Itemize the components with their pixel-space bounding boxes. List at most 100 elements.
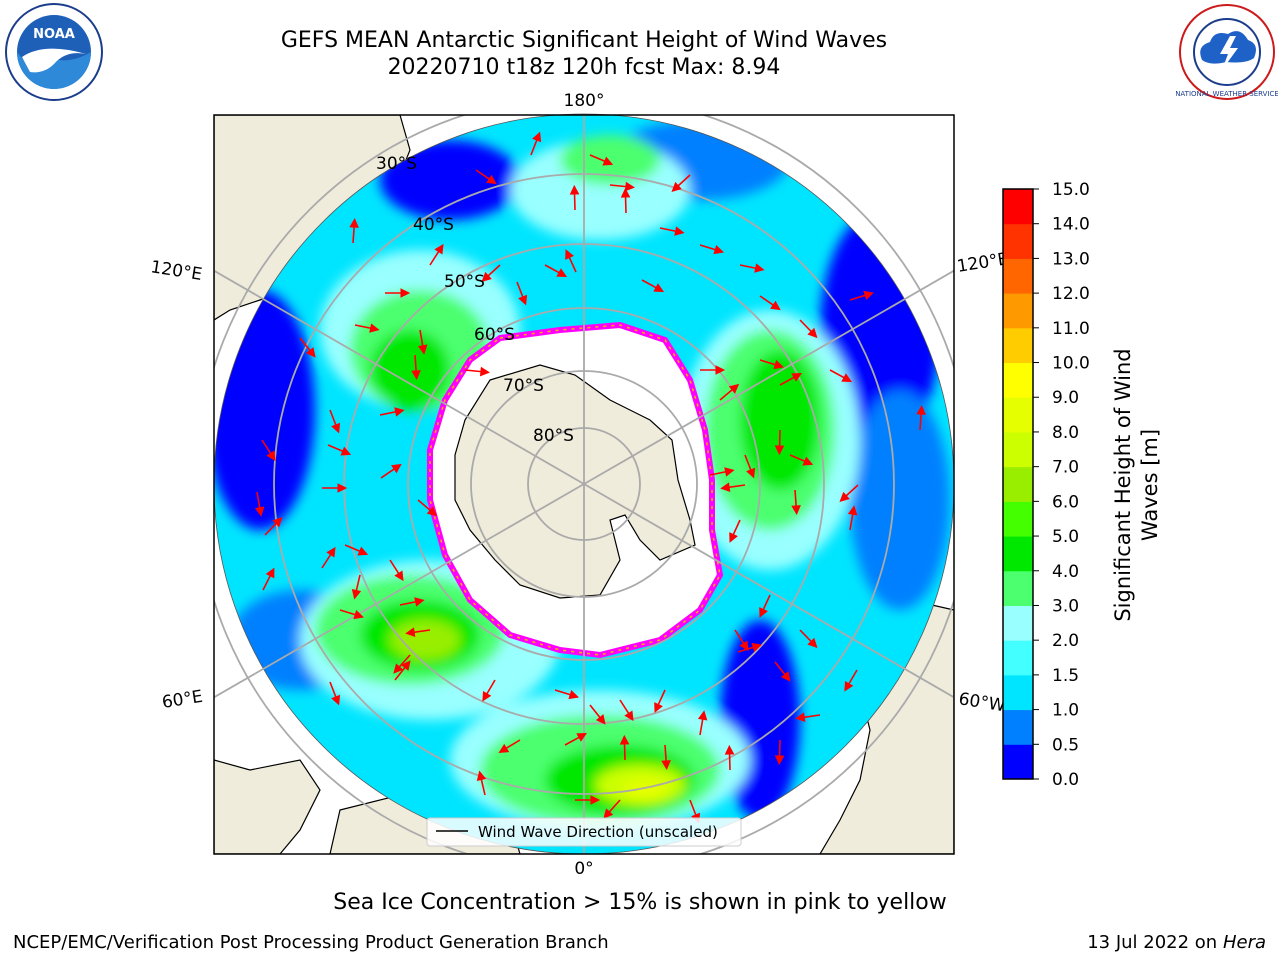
colorbar-tick-label: 15.0 [1052, 180, 1090, 200]
wave-direction-arrowhead [340, 446, 352, 456]
wave-direction-arrowhead [482, 690, 492, 702]
colorbar-swatch [1003, 327, 1033, 364]
wave-direction-arrowhead [426, 506, 438, 517]
wave-direction-arrowhead [624, 710, 634, 722]
colorbar-label: Significant Height of Wind Waves [m] [1111, 348, 1162, 622]
colorbar-tick-label: 0.0 [1052, 770, 1079, 790]
wave-direction-arrowhead [841, 373, 853, 383]
lon-label-0: 0° [574, 859, 593, 879]
wave-direction-arrowhead [498, 743, 510, 753]
wave-direction-arrowhead [349, 217, 359, 228]
colorbar-swatch [1003, 536, 1033, 572]
lon-label-120e-right: 120°E [956, 249, 1010, 277]
wave-direction-arrowhead [619, 734, 630, 745]
chart-title: GEFS MEAN Antarctic Significant Height o… [280, 28, 888, 53]
wave-direction-arrowhead [305, 347, 316, 358]
wave-direction-arrowhead [654, 702, 663, 713]
wave-direction-arrowhead [671, 181, 682, 192]
colorbar-tick-label: 1.5 [1052, 666, 1079, 686]
colorbar-swatch [1003, 431, 1033, 468]
colorbar-swatch [1003, 640, 1033, 676]
wave-direction-arrowhead [400, 660, 411, 671]
wave-direction-arrowhead [839, 491, 850, 502]
wave-direction-arrowhead [620, 187, 631, 198]
wave-direction-arrowhead [844, 680, 854, 692]
colorbar-swatch [1003, 189, 1033, 225]
legend-label: Wind Wave Direction (unscaled) [478, 823, 718, 841]
lat-label-60s: 60°S [474, 325, 515, 345]
footer-credit: NCEP/EMC/Verification Post Processing Pr… [13, 932, 609, 953]
colorbar-tick-label: 7.0 [1052, 458, 1079, 478]
colorbar-swatch [1003, 744, 1033, 780]
wave-direction-arrowhead [602, 156, 614, 166]
wave-direction-arrowhead [807, 327, 818, 339]
wind-wave-arrows [254, 131, 926, 824]
wave-direction-arrowhead [486, 174, 497, 185]
colorbar-swatch [1003, 362, 1033, 398]
wave-direction-arrowhead [795, 712, 806, 722]
wave-direction-arrowhead [847, 505, 858, 516]
sea-ice-note: Sea Ice Concentration > 15% is shown in … [333, 890, 947, 915]
colorbar-tick-label: 12.0 [1052, 284, 1090, 304]
colorbar-swatch [1003, 570, 1033, 606]
footer-date-text: 13 Jul 2022 on [1087, 932, 1223, 953]
colorbar-tick-label: 0.5 [1052, 735, 1079, 755]
lat-label-30s: 30°S [376, 154, 417, 174]
graticule [214, 115, 954, 854]
colorbar-swatch [1003, 709, 1033, 745]
colorbar-tick-label: 6.0 [1052, 492, 1079, 512]
wave-direction-arrowhead [481, 271, 492, 282]
wave-direction-arrowhead [746, 467, 756, 479]
wave-direction-arrowhead [724, 744, 735, 755]
wave-direction-arrowhead [556, 268, 568, 278]
wave-direction-arrowhead [400, 288, 411, 298]
wave-direction-arrowhead [417, 344, 428, 355]
colorbar: 0.0 0.5 1.0 1.5 2.0 3.0 4.0 5.0 6.0 7.0 8.0 9.0 10.0… [1002, 180, 1090, 790]
wave-direction-arrowhead [728, 383, 740, 394]
wave-direction-arrowhead [532, 131, 542, 143]
wave-direction-arrowhead [569, 184, 580, 195]
noaa-logo: NOAA [4, 2, 104, 106]
nws-logo-text: NATIONAL WEATHER SERVICE [1176, 90, 1278, 98]
wave-direction-arrowhead [393, 663, 404, 674]
lon-label-60e: 60°E [161, 687, 205, 713]
wave-direction-arrowhead [394, 570, 404, 582]
colorbar-swatch [1003, 674, 1033, 711]
wave-direction-arrowhead [414, 597, 425, 607]
africa-land [214, 759, 321, 854]
colorbar-swatch [1003, 258, 1033, 294]
wave-direction-arrowhead [603, 808, 614, 819]
wave-direction-arrowhead [791, 372, 803, 382]
colorbar-tick-label: 2.0 [1052, 631, 1079, 651]
wave-direction-arrowhead [476, 770, 487, 781]
colorbar-swatch [1003, 605, 1033, 641]
colorbar-swatch [1003, 397, 1033, 433]
colorbar-tick-label: 13.0 [1052, 249, 1090, 269]
wave-direction-arrowhead [337, 483, 348, 493]
wave-direction-arrowhead [774, 445, 785, 456]
wave-direction-arrowhead [331, 694, 341, 706]
wave-direction-arrowhead [479, 366, 490, 377]
wave-direction-arrowhead [774, 755, 785, 766]
wave-direction-arrowhead [405, 627, 416, 637]
wave-direction-arrowhead [518, 294, 528, 306]
wave-direction-arrowhead [773, 359, 784, 370]
wave-direction-arrowhead [394, 407, 405, 417]
wave-direction-arrowhead [576, 732, 588, 742]
wave-direction-arrowhead [266, 450, 276, 462]
wave-direction-arrowhead [565, 249, 574, 260]
wave-direction-arrowhead [759, 607, 768, 618]
noaa-logo-text: NOAA [33, 27, 75, 42]
wave-direction-arrowhead [590, 795, 601, 805]
lat-label-70s: 70°S [503, 376, 544, 396]
chart-subtitle: 20220710 t18z 120h fcst Max: 8.94 [387, 55, 781, 80]
antarctica-land [454, 364, 696, 599]
wave-direction-arrowhead [661, 760, 671, 771]
wave-direction-arrowhead [729, 532, 738, 543]
colorbar-tick-label: 3.0 [1052, 596, 1079, 616]
map-frame [213, 114, 955, 855]
wave-direction-arrowhead [674, 226, 685, 236]
colorbar-tick-label: 4.0 [1052, 562, 1079, 582]
lat-label-50s: 50°S [444, 272, 485, 292]
wave-direction-arrowhead [916, 404, 926, 415]
